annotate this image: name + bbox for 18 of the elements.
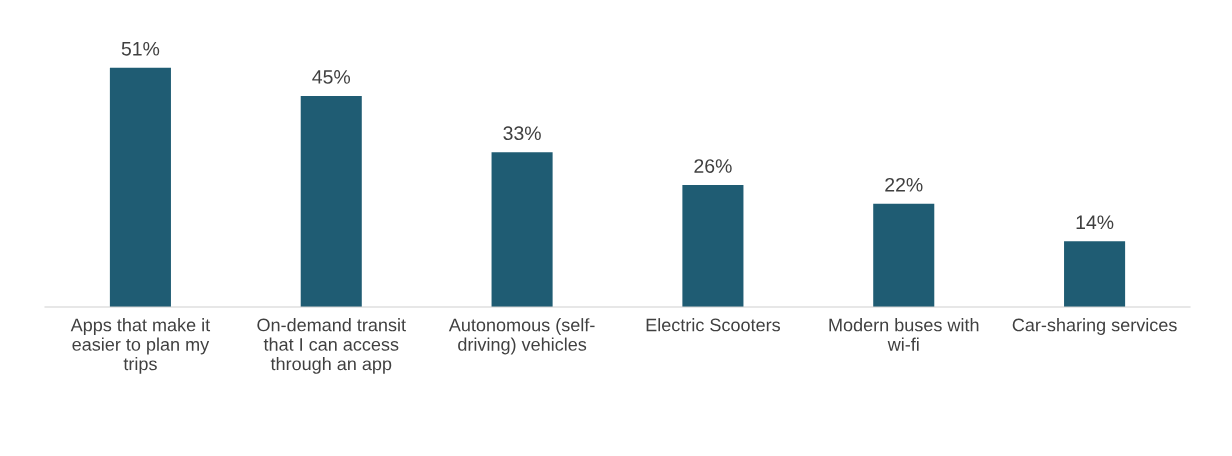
bar bbox=[300, 95, 362, 307]
data-label: 22% bbox=[885, 177, 923, 192]
x-tick-label: Autonomous (self- driving) vehicles bbox=[448, 318, 595, 355]
bar bbox=[873, 203, 935, 307]
data-label: 51% bbox=[121, 41, 160, 56]
x-tick-label: Electric Scooters bbox=[646, 318, 780, 332]
x-tick-label: Apps that make it easier to plan my trips bbox=[70, 318, 211, 374]
x-tick-label: On-demand transit that I can access through an app bbox=[257, 318, 406, 374]
data-label: 33% bbox=[503, 126, 541, 141]
x-tick-label: Car-sharing services bbox=[1012, 318, 1177, 335]
bar bbox=[682, 185, 744, 307]
bar bbox=[109, 67, 171, 307]
x-tick-label: Modern buses with wi-fi bbox=[829, 318, 979, 351]
data-label: 26% bbox=[694, 159, 732, 173]
bar bbox=[491, 152, 553, 307]
data-label: 14% bbox=[1076, 215, 1114, 230]
data-label: 45% bbox=[312, 70, 351, 84]
bar bbox=[1064, 241, 1126, 307]
